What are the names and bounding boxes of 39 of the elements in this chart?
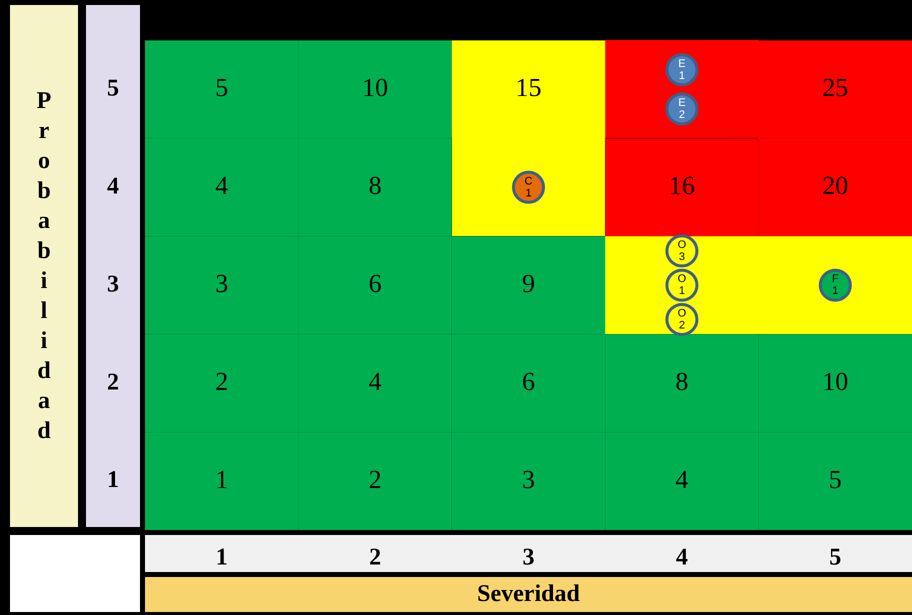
data-label: 20: [822, 171, 848, 200]
data-label: 6: [368, 269, 382, 298]
x-tick-label: 4: [676, 544, 688, 571]
data-label: 8: [675, 366, 688, 396]
data-label: 2: [368, 464, 382, 494]
y-tick-label: 2: [107, 369, 119, 396]
y-tick-label: 1: [107, 467, 119, 494]
y-tick-label: 3: [107, 271, 119, 298]
data-label: 6: [522, 366, 535, 396]
data-label: 10: [362, 73, 388, 102]
data-label: C 1: [524, 175, 533, 200]
data-label: 1: [215, 464, 228, 494]
data-label: 5: [215, 73, 228, 102]
y-tick-label: 5: [107, 76, 119, 102]
data-label: O 2: [678, 308, 687, 332]
x-tick-label: 2: [369, 544, 382, 571]
data-label: 5: [828, 464, 842, 494]
data-label: 2: [215, 366, 228, 396]
data-label: 3: [215, 269, 228, 298]
data-label: 4: [675, 464, 688, 494]
data-label: 15: [516, 73, 542, 102]
data-label: 4: [368, 366, 382, 396]
x-tick-label: 1: [216, 544, 228, 571]
data-label: 9: [522, 269, 535, 298]
x-tick-label: 5: [829, 544, 842, 571]
x-tick-label: 3: [522, 544, 534, 571]
data-label: 8: [368, 171, 382, 200]
data-label: F 1: [832, 273, 839, 298]
data-label: 25: [822, 73, 848, 102]
data-label: 16: [668, 171, 695, 200]
data-label: E 2: [678, 96, 686, 121]
data-label: 10: [822, 366, 848, 396]
data-label: E 1: [678, 58, 686, 82]
text: Probabilidad: [36, 88, 52, 444]
data-label: O 3: [678, 238, 687, 263]
data-label: 4: [215, 171, 228, 200]
y-tick-label: 4: [107, 173, 119, 200]
data-label: 3: [522, 464, 535, 494]
data-label: O 1: [678, 273, 687, 298]
